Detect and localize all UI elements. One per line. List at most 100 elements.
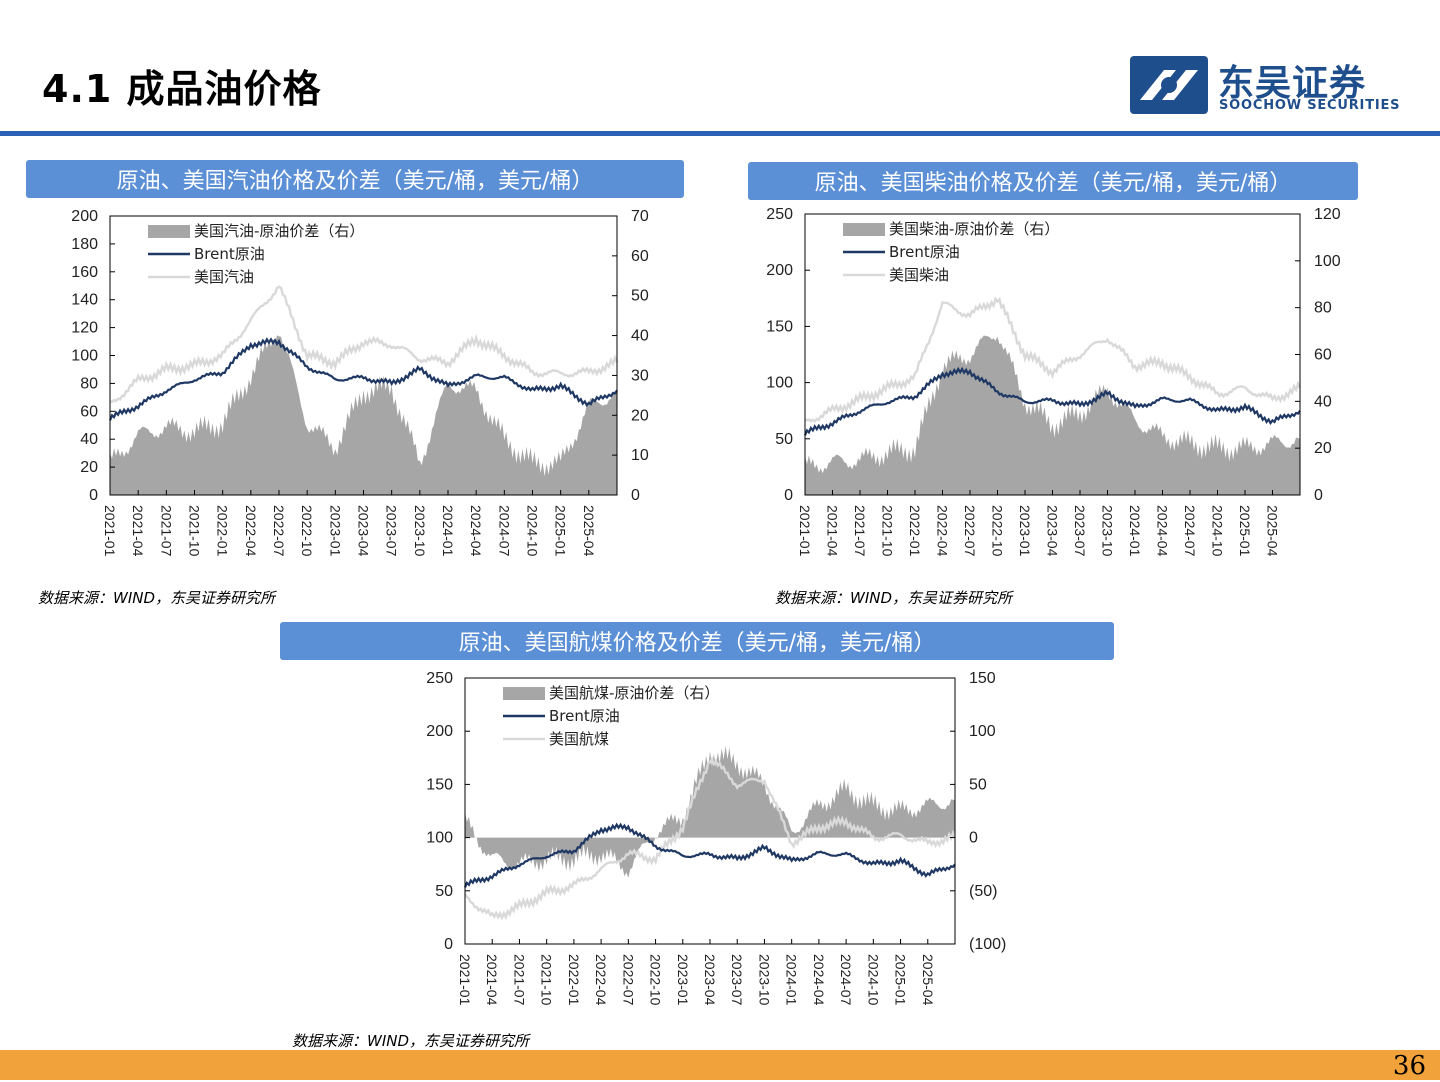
product-price-line xyxy=(109,285,619,404)
left-tick-label: 100 xyxy=(426,830,453,847)
gasoline-chart-heading: 原油、美国汽油价格及价差（美元/桶，美元/桶） xyxy=(26,160,684,198)
x-tick-label: 2021-10 xyxy=(880,505,896,557)
x-tick-label: 2023-04 xyxy=(702,954,718,1006)
x-tick-label: 2024-04 xyxy=(1155,505,1171,557)
brent-price-line xyxy=(803,366,1301,436)
left-tick-label: 250 xyxy=(426,670,453,687)
diesel-chart-heading: 原油、美国柴油价格及价差（美元/桶，美元/桶） xyxy=(748,162,1358,200)
header-divider xyxy=(0,131,1440,136)
x-tick-label: 2023-07 xyxy=(384,505,400,557)
x-tick-label: 2024-01 xyxy=(1127,505,1143,557)
diesel-chart: 0 50 100 150 200 250 0 20 40 60 80 100 120 2021-01 202… xyxy=(745,200,1345,580)
left-tick-label: 100 xyxy=(71,348,98,365)
x-tick-label: 2022-10 xyxy=(299,505,315,557)
right-tick-label: 30 xyxy=(631,367,649,384)
x-tick-label: 2024-10 xyxy=(525,505,541,557)
x-tick-label: 2023-10 xyxy=(412,505,428,557)
legend-brent-label: Brent原油 xyxy=(194,245,265,263)
x-tick-label: 2024-01 xyxy=(784,954,800,1006)
right-tick-label: 50 xyxy=(969,776,987,793)
x-tick-label: 2021-10 xyxy=(539,954,555,1006)
x-tick-label: 2021-01 xyxy=(102,505,118,557)
brent-price-line xyxy=(463,822,956,888)
x-tick-label: 2025-01 xyxy=(1237,505,1253,557)
x-tick-label: 2023-01 xyxy=(1017,505,1033,557)
right-tick-label: 20 xyxy=(1314,440,1332,457)
right-tick-label: 40 xyxy=(631,328,649,345)
x-tick-label: 2022-10 xyxy=(648,954,664,1006)
x-tick-label: 2024-07 xyxy=(838,954,854,1006)
left-tick-label: 200 xyxy=(426,723,453,740)
left-tick-label: 160 xyxy=(71,264,98,281)
left-tick-label: 0 xyxy=(784,487,793,504)
x-tick-label: 2025-01 xyxy=(893,954,909,1006)
right-tick-label: (100) xyxy=(969,936,1006,953)
left-tick-label: 150 xyxy=(426,776,453,793)
legend-brent-label: Brent原油 xyxy=(889,243,960,261)
left-tick-label: 40 xyxy=(80,431,98,448)
legend-spread-label: 美国汽油-原油价差（右） xyxy=(194,222,364,240)
x-tick-label: 2023-01 xyxy=(327,505,343,557)
jetfuel-chart-heading: 原油、美国航煤价格及价差（美元/桶，美元/桶） xyxy=(280,622,1114,660)
left-tick-label: 50 xyxy=(775,431,793,448)
gasoline-chart-source: 数据来源：WIND，东吴证券研究所 xyxy=(38,589,276,607)
right-tick-label: 70 xyxy=(631,208,649,225)
x-tick-label: 2021-04 xyxy=(130,505,146,557)
x-tick-label: 2021-01 xyxy=(457,954,473,1006)
right-tick-label: 0 xyxy=(631,487,640,504)
left-tick-label: 20 xyxy=(80,459,98,476)
legend-product-label: 美国柴油 xyxy=(889,266,949,284)
x-tick-label: 2021-04 xyxy=(825,505,841,557)
x-tick-label: 2022-01 xyxy=(907,505,923,557)
left-tick-label: 180 xyxy=(71,236,98,253)
left-tick-label: 200 xyxy=(71,208,98,225)
left-tick-label: 100 xyxy=(766,375,793,392)
x-tick-label: 2022-01 xyxy=(215,505,231,557)
left-tick-label: 0 xyxy=(89,487,98,504)
x-tick-label: 2021-04 xyxy=(484,954,500,1006)
jetfuel-chart-source: 数据来源：WIND，东吴证券研究所 xyxy=(292,1032,530,1050)
x-tick-label: 2022-04 xyxy=(243,505,259,557)
soochow-logo-icon xyxy=(1130,56,1208,114)
x-tick-label: 2023-07 xyxy=(1072,505,1088,557)
x-tick-label: 2024-04 xyxy=(468,505,484,557)
left-tick-label: 80 xyxy=(80,375,98,392)
diesel-chart-source: 数据来源：WIND，东吴证券研究所 xyxy=(775,589,1013,607)
x-tick-label: 2022-01 xyxy=(566,954,582,1006)
x-tick-label: 2022-04 xyxy=(593,954,609,1006)
legend-spread-swatch xyxy=(843,223,885,236)
right-tick-label: 20 xyxy=(631,407,649,424)
x-tick-label: 2021-01 xyxy=(797,505,813,557)
brand-logo: 东吴证券 SOOCHOW SECURITIES xyxy=(1130,56,1410,116)
left-tick-label: 120 xyxy=(71,320,98,337)
left-tick-label: 60 xyxy=(80,403,98,420)
left-tick-label: 50 xyxy=(435,883,453,900)
x-tick-label: 2021-07 xyxy=(852,505,868,557)
right-tick-label: 0 xyxy=(1314,487,1323,504)
right-tick-label: 60 xyxy=(631,248,649,265)
legend-spread-swatch xyxy=(503,687,545,700)
right-tick-label: 150 xyxy=(969,670,996,687)
right-tick-label: (50) xyxy=(969,883,997,900)
spread-area xyxy=(110,335,617,495)
x-tick-label: 2023-04 xyxy=(1045,505,1061,557)
x-tick-label: 2022-07 xyxy=(962,505,978,557)
x-tick-label: 2024-07 xyxy=(496,505,512,557)
x-tick-label: 2022-10 xyxy=(990,505,1006,557)
left-tick-label: 200 xyxy=(766,262,793,279)
x-tick-label: 2021-07 xyxy=(158,505,174,557)
right-tick-label: 0 xyxy=(969,830,978,847)
right-tick-label: 100 xyxy=(1314,253,1341,270)
right-tick-label: 120 xyxy=(1314,206,1341,223)
x-tick-label: 2025-04 xyxy=(920,954,936,1006)
chart-svg: 0 20 40 60 80 100 120 140 160 180 200 0 10 20 30 40 50 60… xyxy=(71,208,649,557)
left-tick-label: 150 xyxy=(766,318,793,335)
x-tick-label: 2023-10 xyxy=(1100,505,1116,557)
x-tick-label: 2022-07 xyxy=(271,505,287,557)
footer-bar xyxy=(0,1050,1440,1080)
chart-svg: 0 50 100 150 200 250 (100) (50) 0 50 100 150 2021-01… xyxy=(426,670,1006,1006)
x-tick-label: 2021-07 xyxy=(511,954,527,1006)
